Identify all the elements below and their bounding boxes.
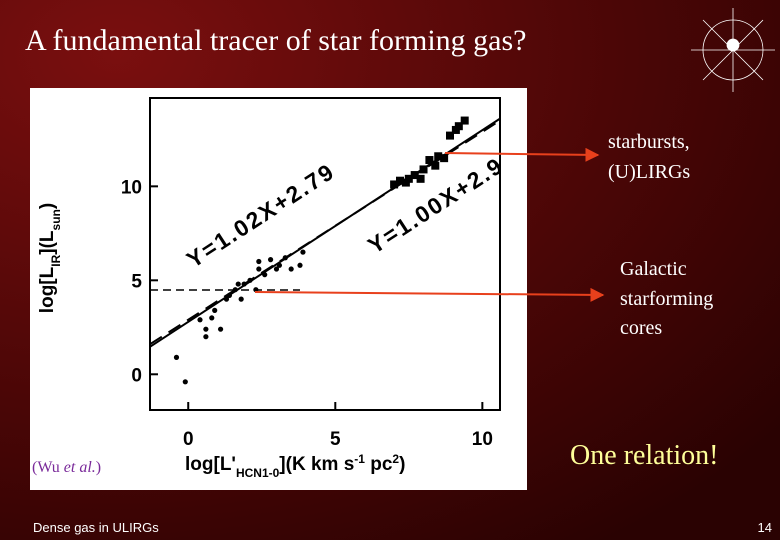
point [241,281,247,287]
page-number: 14 [758,520,772,535]
axis-label-part: sun [49,209,63,230]
annotation: Galactic [620,258,687,280]
citation-text: (Wu [32,459,64,476]
point [288,266,294,272]
point [446,131,454,140]
y-tick-label: 5 [131,271,142,292]
arrow [444,147,600,162]
axis-label-part: log[L [37,266,58,313]
point [217,326,224,332]
point [182,379,188,385]
axis-label-part: ](L [37,230,58,255]
citation: (Wu et al.) [32,459,101,476]
point [440,154,449,163]
y-tick-label: 10 [121,177,142,198]
axis-label-part: -1 [354,452,365,466]
point [454,122,463,131]
point [223,296,230,302]
axis-label: log[LIR](Lsun) [37,203,63,313]
annotation: cores [620,317,662,339]
point [203,334,209,340]
point [460,116,469,125]
plot-frame [149,97,501,411]
conclusion: One relation! [570,440,719,471]
axis-label-part: ) [399,454,405,475]
logo [691,8,775,92]
point [253,287,259,293]
point [425,156,434,165]
point [238,296,244,302]
point [419,165,428,174]
point [282,255,288,261]
point [410,171,419,180]
axis-label-part: log[L' [185,454,236,475]
axis-label-part: pc [365,454,393,475]
point [431,161,440,170]
annotation: starbursts, [608,131,690,153]
point [273,266,280,272]
point [226,292,233,298]
axis-label: log[L'HCN1-0](K km s-1 pc2) [185,452,405,480]
point [203,326,209,332]
point [390,180,399,189]
point [267,257,274,263]
point [256,258,262,265]
point [300,249,306,255]
point [297,262,303,268]
axis-label-part: HCN1-0 [236,466,280,480]
axis-label-part: ) [37,203,58,209]
arrow [254,287,605,302]
plot-image [30,88,527,490]
point [276,262,283,268]
point [256,266,262,272]
point [262,272,268,278]
x-tick-label: 5 [330,429,341,450]
citation-text: ) [96,459,101,476]
point [235,281,241,287]
point [173,354,180,360]
point [212,307,218,313]
axis-label-part: 2 [392,452,399,466]
slide-title: A fundamental tracer of star forming gas… [25,24,526,57]
fit-line [150,119,500,346]
point [247,277,253,283]
y-tick-label: 0 [131,365,142,386]
point [404,174,413,183]
x-tick-label: 0 [183,429,194,450]
point [416,174,425,183]
point [232,287,238,293]
axis-label-part: IR [49,254,63,266]
point [197,317,203,323]
annotation: starforming [620,288,713,310]
point [209,315,215,321]
x-tick-label: 10 [472,429,493,450]
point [434,152,443,161]
annotation: (U)LIRGs [608,161,690,183]
axis-label-part: ](K km s [279,454,354,475]
footer: Dense gas in ULIRGs [33,520,159,535]
point [396,176,404,185]
citation-text: et al. [64,459,96,476]
